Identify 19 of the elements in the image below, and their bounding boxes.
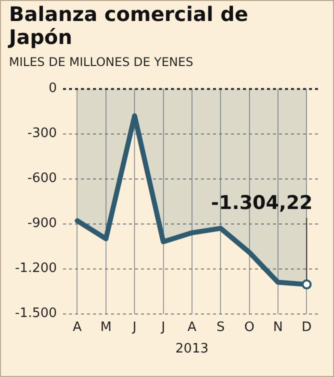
y-tick-label: 0 xyxy=(48,81,57,96)
y-tick-label: -900 xyxy=(27,216,57,232)
y-tick-label: -600 xyxy=(27,171,57,186)
chart-title: Balanza comercial de Japón xyxy=(9,2,250,49)
x-tick-label: A xyxy=(188,320,196,335)
y-tick-label: -1.200 xyxy=(14,261,57,276)
annotation: -1.304,22 xyxy=(211,192,313,214)
y-tick-label: -300 xyxy=(27,126,57,142)
x-tick-label: J xyxy=(160,320,166,335)
x-tick-label: O xyxy=(244,320,254,335)
x-tick-label: N xyxy=(273,320,283,335)
chart-subtitle: MILES DE MILLONES DE YENES xyxy=(9,55,194,69)
x-tick-label: S xyxy=(216,320,225,335)
x-axis-title: 2013 xyxy=(175,342,208,357)
x-tick-label: D xyxy=(302,320,312,335)
x-tick-label: M xyxy=(100,320,112,335)
x-tick-label: J xyxy=(132,320,137,335)
y-tick-label: -1.500 xyxy=(14,306,57,322)
x-tick-label: A xyxy=(72,320,82,335)
